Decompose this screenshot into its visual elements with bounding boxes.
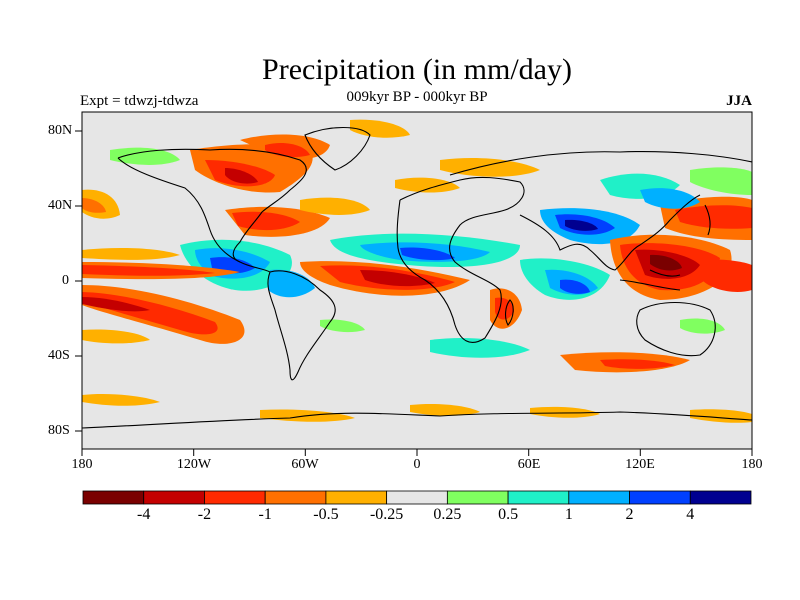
x-tick-label: 60W (291, 457, 319, 472)
colorbar-label: 2 (625, 506, 634, 523)
y-tick-label: 40N (48, 198, 73, 213)
colorbar-label: -1 (258, 506, 272, 523)
colorbar-swatch (629, 490, 691, 505)
colorbar-swatch (143, 490, 205, 505)
colorbar-label: -2 (197, 506, 212, 523)
y-tick-label: 40S (48, 348, 70, 363)
y-tick-label: 0 (62, 273, 69, 288)
colorbar-swatch (325, 490, 388, 505)
x-tick-label: 120W (176, 457, 212, 472)
x-tick-label: 180 (71, 457, 93, 472)
colorbar-label: 0.25 (433, 506, 462, 523)
colorbar-label: 4 (686, 506, 695, 523)
colorbar-swatch (446, 490, 509, 505)
colorbar-label: -0.25 (369, 506, 404, 523)
colorbar-label: 0.5 (498, 506, 519, 523)
colorbar-swatch (507, 490, 570, 505)
colorbar-swatch (204, 490, 266, 505)
x-tick-label: 180 (741, 457, 763, 472)
season-label: JJA (726, 93, 752, 109)
colorbar-swatch (568, 490, 630, 505)
x-tick-label: 60E (517, 457, 541, 472)
colorbar-swatch (689, 490, 752, 505)
colorbar-label: 1 (564, 506, 573, 523)
colorbar (82, 490, 752, 505)
map-title: Precipitation (in mm/day) (262, 53, 572, 86)
colorbar-swatch (264, 490, 327, 505)
experiment-label: Expt = tdwzj-tdwza (80, 93, 199, 109)
y-tick-label: 80N (48, 123, 73, 138)
axis-ticks (75, 130, 753, 456)
x-tick-label: 120E (625, 457, 655, 472)
colorbar-label: -0.5 (313, 506, 339, 523)
colorbar-label: -4 (137, 506, 151, 523)
anomaly-fields (82, 119, 752, 423)
coastlines (82, 127, 752, 429)
colorbar-swatch (82, 490, 145, 505)
period-label: 009kyr BP - 000kyr BP (346, 89, 488, 105)
colorbar-swatch (386, 490, 448, 505)
y-tick-label: 80S (48, 423, 70, 438)
x-tick-label: 0 (413, 457, 421, 472)
